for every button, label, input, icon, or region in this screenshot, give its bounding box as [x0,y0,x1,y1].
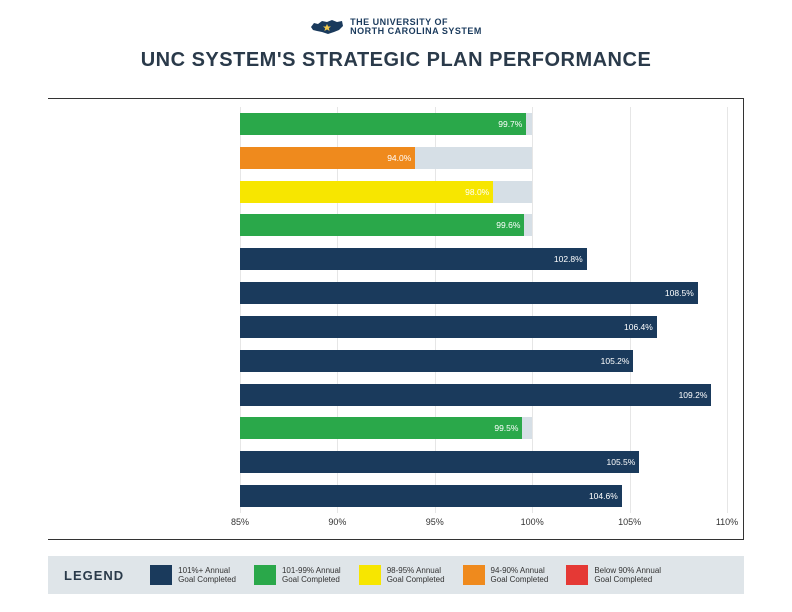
header: THE UNIVERSITY OF NORTH CAROLINA SYSTEM [0,0,792,41]
legend-label: 98-95% AnnualGoal Completed [387,566,445,584]
legend-label: 101%+ AnnualGoal Completed [178,566,236,584]
bar-value-label: 109.2% [679,390,708,400]
x-tick-label: 110% [716,517,738,527]
bar-fill: 108.5% [240,282,698,304]
bar-fill: 105.2% [240,350,633,372]
nc-state-icon [310,18,344,36]
bar-value-label: 99.5% [494,423,518,433]
legend-item: 101-99% AnnualGoal Completed [254,565,341,585]
bar-row: Low Income Completions94.0% [240,147,727,169]
legend-title: LEGEND [64,568,124,583]
logo-text: THE UNIVERSITY OF NORTH CAROLINA SYSTEM [350,18,482,36]
plot-area: Low Income Enrollment99.7% Low Income Com… [240,107,727,513]
bar-value-label: 99.6% [496,220,520,230]
bar-value-label: 102.8% [554,254,583,264]
bar-row: Gaps in UndergraduateDegree Efficiency -… [240,417,727,439]
legend-swatch [254,565,276,585]
legend: LEGEND 101%+ AnnualGoal Completed 101-99%… [48,556,744,594]
bar-value-label: 105.5% [606,457,635,467]
bar-row: Gaps in UndergraduateDegree Efficiency -… [240,384,727,406]
bar-row: Gaps in UndergraduateDegree Efficiency -… [240,485,727,507]
bar-fill: 94.0% [240,147,415,169]
bar-fill: 98.0% [240,181,493,203]
legend-label: 94-90% AnnualGoal Completed [491,566,549,584]
bar-row: Gaps in Undergraduate DegreeEfficiency -… [240,451,727,473]
x-tick-label: 105% [618,517,641,527]
bar-fill: 99.5% [240,417,522,439]
org-line-2: NORTH CAROLINA SYSTEM [350,27,482,36]
x-axis: 85%90%95%100%105%110% [240,513,727,539]
unc-logo: THE UNIVERSITY OF NORTH CAROLINA SYSTEM [310,18,482,36]
legend-item: 101%+ AnnualGoal Completed [150,565,236,585]
x-tick-label: 100% [521,517,544,527]
bar-fill: 99.7% [240,113,526,135]
bar-value-label: 94.0% [387,153,411,163]
x-tick-label: 90% [328,517,346,527]
legend-label: 101-99% AnnualGoal Completed [282,566,341,584]
bar-value-label: 99.7% [498,119,522,129]
legend-swatch [566,565,588,585]
bar-fill: 102.8% [240,248,587,270]
bar-fill: 106.4% [240,316,657,338]
bar-value-label: 98.0% [465,187,489,197]
bar-row: Critical Workforce102.8% [240,248,727,270]
grid-line [727,107,728,513]
bar-value-label: 105.2% [601,356,630,366]
bar-row: Graduation Rate106.4% [240,316,727,338]
bar-row: Low Income Enrollment99.7% [240,113,727,135]
legend-item: Below 90% AnnualGoal Completed [566,565,661,585]
page-title: UNC SYSTEM'S STRATEGIC PLAN PERFORMANCE [0,49,792,72]
legend-swatch [359,565,381,585]
bar-value-label: 104.6% [589,491,618,501]
bar-row: Rural Completions99.6% [240,214,727,236]
bar-fill: 104.6% [240,485,622,507]
bar-value-label: 108.5% [665,288,694,298]
legend-swatch [150,565,172,585]
legend-swatch [463,565,485,585]
bar-value-label: 106.4% [624,322,653,332]
bar-fill: 99.6% [240,214,524,236]
legend-label: Below 90% AnnualGoal Completed [594,566,661,584]
bar-row: Rural Enrollment98.0% [240,181,727,203]
x-tick-label: 85% [231,517,249,527]
legend-item: 94-90% AnnualGoal Completed [463,565,549,585]
bar-fill: 109.2% [240,384,711,406]
chart-area: Low Income Enrollment99.7% Low Income Com… [48,98,744,540]
bar-row: Research Productivity108.5% [240,282,727,304]
bar-fill: 105.5% [240,451,639,473]
bar-row: Undergraduate Degree Efficiency105.2% [240,350,727,372]
x-tick-label: 95% [426,517,444,527]
legend-item: 98-95% AnnualGoal Completed [359,565,445,585]
